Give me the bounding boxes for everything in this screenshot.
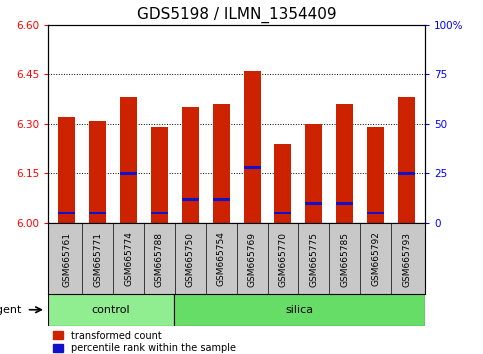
Bar	[213, 198, 230, 201]
Bar	[89, 212, 106, 215]
Title: GDS5198 / ILMN_1354409: GDS5198 / ILMN_1354409	[137, 7, 337, 23]
Bar	[58, 212, 75, 215]
Bar	[305, 124, 322, 223]
Bar	[182, 107, 199, 223]
Bar	[243, 166, 261, 169]
Bar	[274, 144, 291, 223]
Text: GSM665774: GSM665774	[124, 232, 133, 286]
Bar	[48, 294, 174, 326]
Text: GSM665792: GSM665792	[371, 232, 380, 286]
Bar	[120, 97, 137, 223]
Bar	[151, 127, 168, 223]
Bar	[398, 172, 415, 175]
Bar	[274, 212, 291, 215]
Bar	[89, 121, 106, 223]
Legend: transformed count, percentile rank within the sample: transformed count, percentile rank withi…	[53, 331, 236, 353]
Text: GSM665754: GSM665754	[217, 232, 226, 286]
Bar	[182, 198, 199, 201]
Bar	[305, 202, 322, 205]
Bar	[58, 117, 75, 223]
Bar	[151, 212, 168, 215]
Text: GSM665788: GSM665788	[155, 232, 164, 286]
Text: GSM665750: GSM665750	[186, 232, 195, 286]
Bar	[243, 71, 261, 223]
Text: GSM665793: GSM665793	[402, 232, 411, 286]
Bar	[336, 104, 353, 223]
Text: GSM665771: GSM665771	[93, 232, 102, 286]
Text: GSM665761: GSM665761	[62, 232, 71, 286]
Bar	[398, 97, 415, 223]
Text: silica: silica	[285, 305, 313, 315]
Text: GSM665785: GSM665785	[340, 232, 349, 286]
Text: GSM665770: GSM665770	[279, 232, 287, 286]
Bar	[367, 127, 384, 223]
Bar	[367, 212, 384, 215]
Text: GSM665775: GSM665775	[310, 232, 318, 286]
Text: agent: agent	[0, 305, 22, 315]
Bar	[174, 294, 425, 326]
Bar	[336, 202, 353, 205]
Text: control: control	[92, 305, 130, 315]
Bar	[213, 104, 230, 223]
Text: GSM665769: GSM665769	[248, 232, 256, 286]
Bar	[120, 172, 137, 175]
